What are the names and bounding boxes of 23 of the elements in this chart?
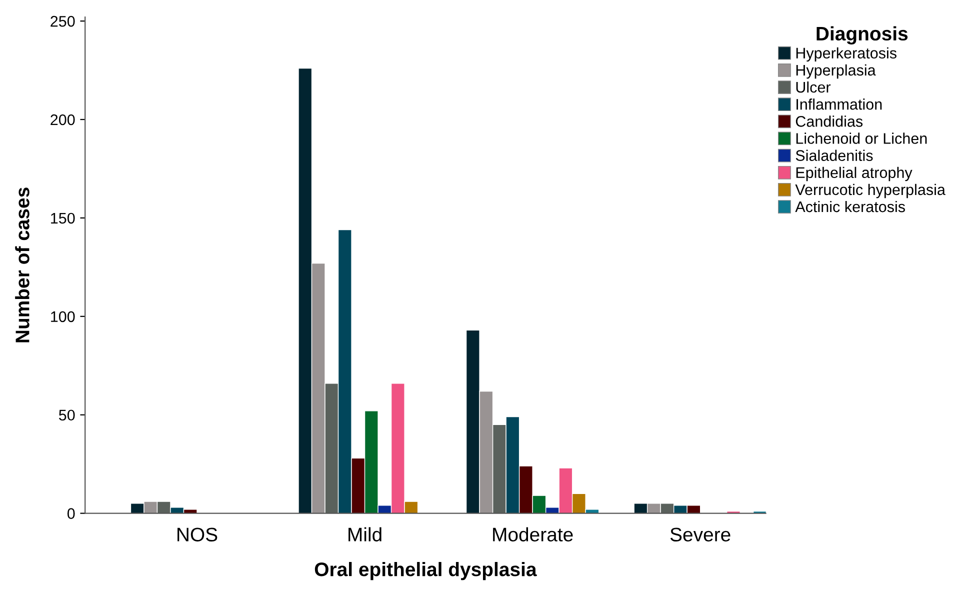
legend-label: Hyperplasia — [796, 64, 876, 79]
legend-label: Actinic keratosis — [795, 200, 905, 212]
legend-label: Ulcer — [796, 81, 831, 93]
y-tick-label: 250 — [50, 16, 75, 27]
legend-label: Inflammation — [796, 98, 882, 110]
x-tick-label: Mild — [348, 527, 382, 542]
y-tick-label: 200 — [50, 114, 75, 126]
legend-label: Verrucotic hyperplasia — [795, 184, 946, 198]
y-tick-label: 50 — [58, 410, 75, 421]
legend-label: Candidias — [796, 116, 863, 127]
legend-label: Sialadenitis — [796, 150, 873, 161]
y-tick-label: 100 — [51, 311, 75, 322]
y-axis-title: Number of cases — [15, 188, 30, 342]
y-tick-label: 0 — [67, 508, 75, 519]
y-tick-label: 150 — [51, 212, 75, 224]
legend-label: Hyperkeratosis — [796, 47, 896, 62]
legend-title: Diagnosis — [816, 26, 908, 44]
x-axis-title: Oral epithelial dysplasia — [314, 562, 537, 580]
x-tick-label: Severe — [670, 528, 730, 542]
x-tick-label: NOS — [178, 528, 218, 542]
x-tick-label: Moderate — [493, 527, 573, 542]
legend-label: Epithelial atrophy — [796, 166, 912, 182]
legend-label: Lichenoid or Lichen — [796, 132, 927, 144]
